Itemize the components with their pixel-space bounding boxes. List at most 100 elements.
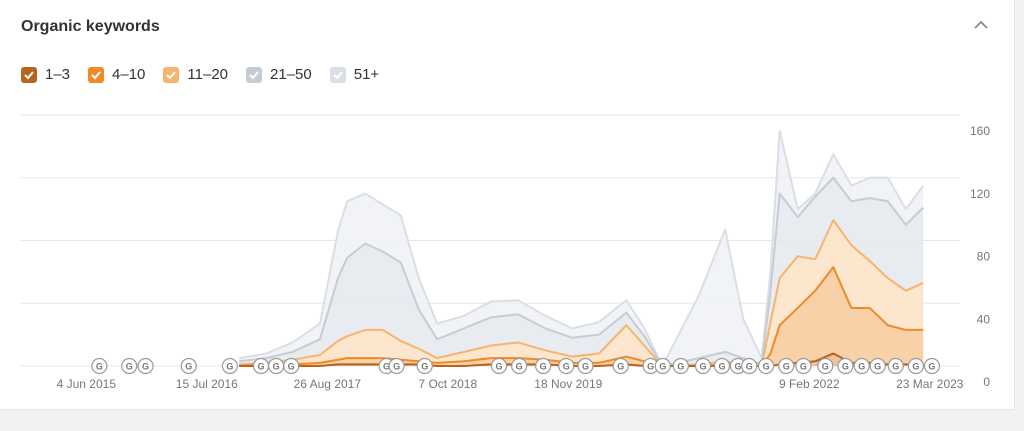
update-marker: [577, 357, 594, 375]
update-marker-label: G: [659, 362, 666, 372]
legend-checkbox[interactable]: [246, 66, 263, 83]
card-title: Organic keywords: [21, 18, 160, 35]
update-marker-label: G: [185, 362, 192, 372]
update-marker: [694, 357, 712, 375]
update-marker-label: G: [700, 362, 707, 372]
legend-label: 4–10: [112, 66, 146, 83]
update-marker-label: G: [288, 362, 295, 372]
area-fill: [239, 267, 924, 366]
update-marker-label: G: [746, 362, 753, 372]
update-marker: [837, 357, 854, 375]
check-icon: [166, 70, 177, 79]
card: Organic keywords 1–3 4–10 11–20 21–50 51+ 0 4…: [0, 0, 1015, 410]
x-tick-label: 4 Jun 2015: [57, 377, 117, 391]
chevron-icon: [974, 20, 988, 29]
update-marker-label: G: [126, 362, 133, 372]
update-marker-label: G: [383, 362, 390, 372]
update-marker: [923, 357, 940, 375]
update-marker-label: G: [874, 362, 881, 372]
legend-label: 1–3: [45, 66, 71, 83]
update-marker: [795, 357, 812, 375]
update-marker: [558, 357, 575, 375]
update-marker-label: G: [617, 362, 624, 372]
update-marker: [180, 357, 197, 375]
legend-checkbox[interactable]: [329, 66, 346, 83]
update-marker-label: G: [516, 362, 523, 372]
check-icon: [333, 70, 343, 79]
update-marker-label: G: [928, 362, 935, 372]
y-tick-label: 80: [977, 250, 991, 264]
update-marker: [817, 357, 834, 375]
legend-label: 21–50: [270, 66, 312, 83]
update-marker-label: G: [393, 362, 400, 372]
update-marker: [91, 357, 108, 375]
update-marker-label: G: [783, 362, 790, 372]
update-marker-label: G: [273, 362, 280, 372]
update-marker-label: G: [582, 362, 589, 372]
update-marker: [907, 357, 924, 375]
update-marker: [887, 357, 904, 375]
update-marker: [535, 357, 552, 375]
update-marker: [757, 357, 775, 375]
y-tick-label: 160: [970, 124, 990, 138]
area-fill: [239, 220, 924, 366]
update-marker-label: G: [763, 362, 770, 372]
y-tick-label: 0: [983, 375, 990, 389]
update-marker-label: G: [421, 362, 428, 372]
update-marker-label: G: [647, 362, 654, 372]
update-marker-label: G: [226, 362, 233, 372]
update-marker-label: G: [96, 362, 103, 372]
update-marker-label: G: [800, 362, 807, 372]
x-tick-label: 23 Mar 2023: [896, 377, 964, 391]
legend-item[interactable]: 1–3: [21, 66, 70, 83]
update-marker-label: G: [912, 362, 919, 372]
legend-item[interactable]: 11–20: [163, 66, 228, 83]
legend-checkbox[interactable]: [21, 66, 37, 83]
update-marker-label: G: [822, 362, 829, 372]
legend: 1–3 4–10 11–20 21–50 51+: [21, 66, 379, 83]
x-tick-label: 9 Feb 2022: [779, 377, 840, 391]
update-marker-label: G: [540, 362, 547, 372]
update-marker-label: G: [734, 362, 741, 372]
update-marker: [490, 357, 508, 375]
update-marker: [713, 357, 731, 375]
series-line: [238, 176, 924, 367]
update-marker: [869, 357, 886, 375]
update-marker-label: G: [142, 362, 149, 372]
x-tick-label: 26 Aug 2017: [294, 377, 362, 391]
update-marker-label: G: [563, 362, 570, 372]
update-marker: [778, 357, 795, 375]
check-icon: [249, 70, 259, 79]
update-marker-label: G: [496, 362, 503, 372]
legend-checkbox[interactable]: [163, 66, 180, 83]
series-line: [238, 129, 925, 367]
update-marker-label: G: [892, 362, 899, 372]
series-line: [239, 266, 924, 367]
y-tick-label: 120: [970, 187, 990, 201]
x-tick-label: 7 Oct 2018: [418, 377, 477, 391]
update-marker: [741, 357, 758, 375]
update-marker-label: G: [842, 362, 849, 372]
update-marker: [121, 357, 138, 375]
legend-item[interactable]: 21–50: [246, 66, 312, 83]
y-tick-label: 40: [977, 312, 991, 326]
check-icon: [91, 70, 101, 79]
update-marker-label: G: [677, 362, 684, 372]
x-tick-label: 18 Nov 2019: [534, 377, 602, 391]
update-marker: [388, 357, 405, 375]
update-marker-label: G: [257, 362, 264, 372]
update-marker: [416, 357, 433, 375]
legend-item[interactable]: 51+: [329, 66, 380, 83]
legend-label: 51+: [353, 66, 380, 83]
x-tick-label: 15 Jul 2016: [176, 377, 238, 391]
series-line: [239, 219, 924, 367]
chart: 0 40 80 120 160 4 Jun 2015 15 Jul 2016 26 Aug 2…: [20, 114, 991, 391]
update-marker: [511, 357, 528, 375]
collapse-toggle[interactable]: [972, 18, 990, 32]
legend-checkbox[interactable]: [88, 66, 105, 83]
update-marker: [853, 357, 870, 375]
check-icon: [24, 70, 34, 79]
update-marker: [283, 357, 300, 375]
legend-item[interactable]: 4–10: [88, 66, 145, 83]
